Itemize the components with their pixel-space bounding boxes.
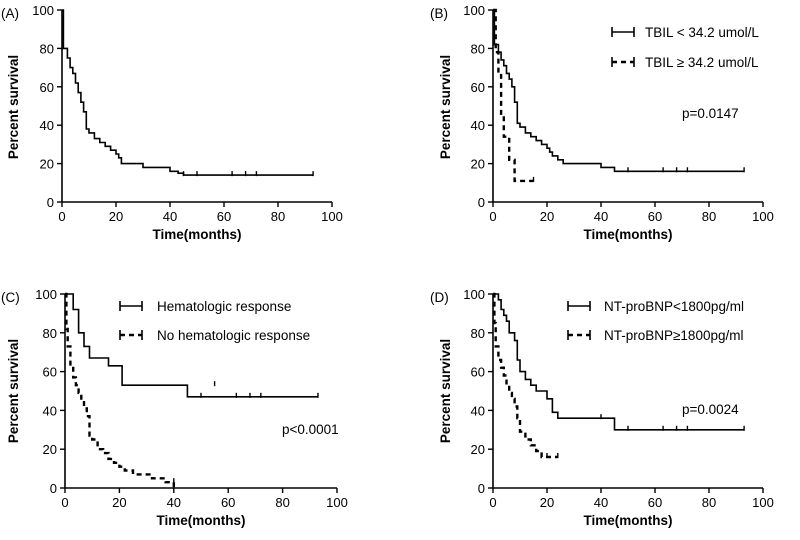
panel-b: (B) 0 20 40 60 80 100 0 20 40 60 80 100 Time(months) P… — [430, 3, 774, 242]
x-tick-label: 40 — [167, 495, 181, 510]
y-tick-label: 40 — [471, 118, 485, 133]
legend-item: TBIL ≥ 34.2 umol/L — [611, 55, 759, 70]
y-tick-label: 80 — [40, 41, 54, 56]
survival-curve-solid — [65, 293, 318, 398]
y-tick-label: 40 — [43, 403, 57, 418]
x-tick-label: 60 — [648, 209, 662, 224]
x-tick-label: 0 — [489, 495, 496, 510]
legend-label: Hematologic response — [157, 299, 291, 314]
panel-label: (A) — [1, 6, 19, 21]
x-tick-label: 40 — [594, 495, 608, 510]
y-tick-label: 100 — [463, 3, 485, 18]
survival-curve-dashed — [493, 292, 558, 459]
legend-item: NT-proBNP≥1800pg/ml — [567, 328, 743, 343]
y-tick-label: 0 — [50, 481, 57, 496]
legend-item: NT-proBNP<1800pg/ml — [567, 299, 744, 314]
y-tick-label: 60 — [40, 80, 54, 95]
p-value-annotation: p=0.0024 — [682, 402, 739, 417]
y-tick-label: 0 — [478, 481, 485, 496]
x-tick-label: 100 — [752, 495, 774, 510]
legend-label: TBIL < 34.2 umol/L — [645, 25, 759, 40]
y-tick-label: 20 — [43, 442, 57, 457]
panel-a: (A) 0 20 40 60 80 100 0 20 40 60 80 100 Time(months) P… — [1, 3, 343, 242]
y-tick-label: 20 — [471, 157, 485, 172]
y-axis-title: Percent survival — [438, 339, 453, 443]
panel-d: (D) 0 20 40 60 80 100 0 20 40 60 80 100 Time(months) P… — [430, 287, 774, 528]
x-tick-label: 80 — [702, 209, 716, 224]
y-tick-label: 60 — [43, 365, 57, 380]
y-tick-label: 60 — [471, 365, 485, 380]
survival-curve-solid — [493, 9, 745, 173]
p-value-annotation: p=0.0147 — [682, 106, 739, 121]
y-axis-title: Percent survival — [438, 55, 453, 159]
y-tick-label: 100 — [35, 287, 57, 302]
legend-item: No hematologic response — [119, 328, 310, 343]
panel-label: (B) — [430, 6, 448, 21]
x-axis-title: Time(months) — [156, 513, 245, 528]
x-tick-label: 80 — [271, 209, 285, 224]
survival-curve-dashed — [493, 8, 534, 183]
x-axis-title: Time(months) — [152, 227, 241, 242]
x-axis-title: Time(months) — [583, 227, 672, 242]
survival-curve-dashed — [65, 292, 175, 488]
y-tick-label: 0 — [478, 195, 485, 210]
x-tick-label: 80 — [275, 495, 289, 510]
legend-item: TBIL < 34.2 umol/L — [611, 25, 759, 40]
x-tick-label: 80 — [702, 495, 716, 510]
y-axis-title: Percent survival — [6, 339, 21, 443]
x-axis-title: Time(months) — [583, 513, 672, 528]
x-tick-label: 0 — [489, 209, 496, 224]
x-tick-label: 40 — [163, 209, 177, 224]
x-tick-label: 60 — [217, 209, 231, 224]
y-tick-label: 80 — [471, 326, 485, 341]
p-value-annotation: p<0.0001 — [282, 422, 339, 437]
x-tick-label: 100 — [321, 209, 343, 224]
x-tick-label: 40 — [594, 209, 608, 224]
y-tick-label: 20 — [40, 157, 54, 172]
y-axis-title: Percent survival — [6, 55, 21, 159]
legend-label: TBIL ≥ 34.2 umol/L — [645, 55, 759, 70]
y-tick-label: 100 — [463, 287, 485, 302]
survival-curve-solid — [493, 293, 745, 431]
panel-c: (C) 0 20 40 60 80 100 0 20 40 60 80 100 Time(months) P… — [1, 287, 348, 528]
panel-label: (C) — [1, 290, 20, 305]
y-tick-label: 40 — [40, 118, 54, 133]
legend-label: No hematologic response — [157, 328, 310, 343]
x-tick-label: 20 — [112, 495, 126, 510]
y-tick-label: 40 — [471, 403, 485, 418]
y-tick-label: 80 — [43, 326, 57, 341]
x-tick-label: 0 — [61, 495, 68, 510]
survival-curve-solid — [62, 9, 314, 176]
x-tick-label: 0 — [58, 209, 65, 224]
x-tick-label: 20 — [109, 209, 123, 224]
y-tick-label: 80 — [471, 41, 485, 56]
y-tick-label: 100 — [32, 3, 54, 18]
y-tick-label: 0 — [47, 195, 54, 210]
panel-label: (D) — [430, 290, 449, 305]
y-tick-label: 20 — [471, 442, 485, 457]
x-tick-label: 20 — [540, 209, 554, 224]
legend-label: NT-proBNP<1800pg/ml — [604, 299, 744, 314]
legend-label: NT-proBNP≥1800pg/ml — [604, 328, 743, 343]
y-tick-label: 60 — [471, 80, 485, 95]
legend-item: Hematologic response — [119, 299, 291, 314]
x-tick-label: 60 — [648, 495, 662, 510]
x-tick-label: 100 — [752, 209, 774, 224]
x-tick-label: 20 — [540, 495, 554, 510]
x-tick-label: 60 — [221, 495, 235, 510]
x-tick-label: 100 — [326, 495, 348, 510]
